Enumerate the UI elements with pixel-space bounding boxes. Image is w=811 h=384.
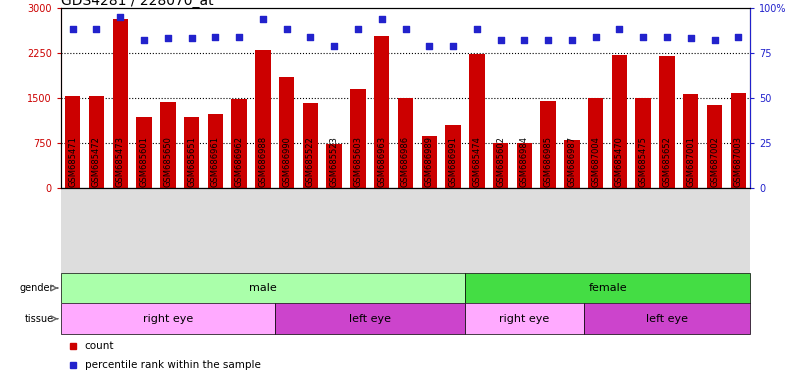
Text: male: male: [249, 283, 277, 293]
Bar: [275, 303, 465, 334]
Bar: [584, 303, 750, 334]
Bar: [465, 303, 584, 334]
Bar: [65, 96, 80, 188]
Bar: [564, 140, 580, 188]
Point: [114, 13, 127, 20]
Bar: [422, 136, 437, 188]
Bar: [231, 99, 247, 188]
Text: left eye: left eye: [646, 314, 688, 324]
Bar: [469, 54, 484, 188]
Point: [161, 35, 174, 41]
Point: [351, 26, 364, 32]
Point: [67, 26, 79, 32]
Point: [185, 35, 198, 41]
Point: [399, 26, 412, 32]
Bar: [588, 98, 603, 188]
Bar: [517, 143, 532, 188]
Text: GDS4281 / 228070_at: GDS4281 / 228070_at: [61, 0, 213, 8]
Bar: [493, 143, 508, 188]
Bar: [136, 117, 152, 188]
Bar: [611, 55, 627, 188]
Point: [375, 15, 388, 22]
Bar: [445, 125, 461, 188]
Bar: [88, 96, 104, 188]
Bar: [374, 36, 389, 188]
Point: [233, 33, 246, 40]
Bar: [184, 117, 200, 188]
Point: [589, 33, 602, 40]
Point: [328, 43, 341, 49]
Point: [637, 33, 650, 40]
Text: female: female: [588, 283, 627, 293]
Point: [565, 37, 578, 43]
Point: [732, 33, 744, 40]
Point: [660, 33, 673, 40]
Point: [256, 15, 269, 22]
Bar: [160, 102, 175, 188]
Bar: [113, 18, 128, 188]
Text: right eye: right eye: [500, 314, 550, 324]
Bar: [683, 94, 698, 188]
Point: [90, 26, 103, 32]
Point: [684, 35, 697, 41]
Bar: [636, 98, 651, 188]
Point: [708, 37, 721, 43]
Text: tissue: tissue: [24, 314, 54, 324]
Bar: [327, 144, 342, 188]
Point: [542, 37, 555, 43]
Point: [613, 26, 626, 32]
Point: [423, 43, 436, 49]
Bar: [707, 104, 723, 188]
Bar: [279, 77, 294, 188]
Bar: [61, 303, 275, 334]
Bar: [208, 114, 223, 188]
Bar: [350, 89, 366, 188]
Point: [280, 26, 293, 32]
Point: [470, 26, 483, 32]
Point: [304, 33, 317, 40]
Bar: [61, 273, 465, 303]
Text: count: count: [84, 341, 114, 351]
Bar: [659, 56, 675, 188]
Bar: [255, 50, 271, 188]
Text: right eye: right eye: [143, 314, 193, 324]
Bar: [303, 103, 318, 188]
Bar: [540, 101, 556, 188]
Point: [209, 33, 222, 40]
Point: [518, 37, 531, 43]
Point: [494, 37, 507, 43]
Point: [138, 37, 151, 43]
Text: left eye: left eye: [349, 314, 391, 324]
Text: gender: gender: [19, 283, 54, 293]
Bar: [465, 273, 750, 303]
Point: [447, 43, 460, 49]
Text: percentile rank within the sample: percentile rank within the sample: [84, 360, 260, 370]
Bar: [731, 93, 746, 188]
Bar: [397, 98, 414, 188]
